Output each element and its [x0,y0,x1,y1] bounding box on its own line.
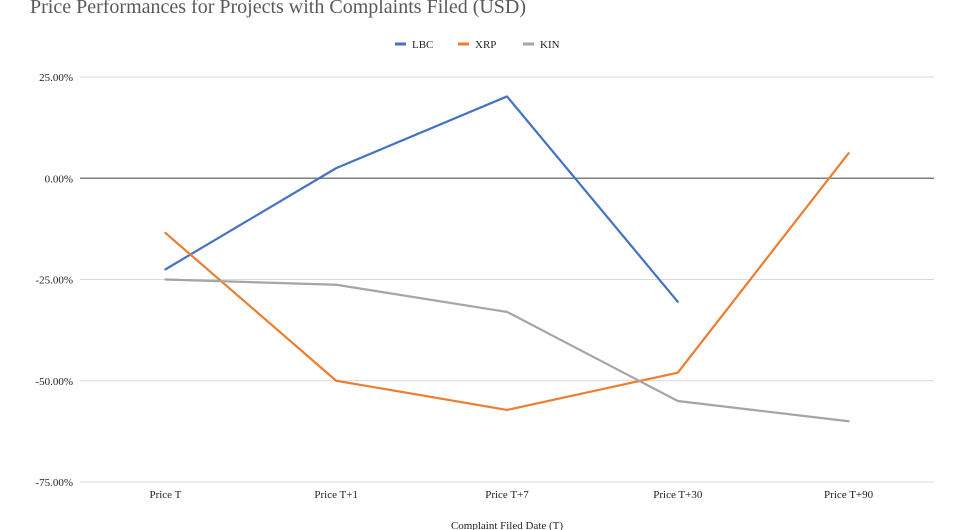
y-axis-ticks: 25.00% 0.00% -25.00% -50.00% -75.00% [35,72,73,489]
y-tick-label: 0.00% [45,173,73,185]
legend-label-kin: KIN [540,39,560,51]
legend-label-lbc: LBC [412,39,433,51]
y-tick-label: 25.00% [39,72,73,84]
x-tick-label: Price T+30 [653,489,703,501]
x-tick-label: Price T [149,489,181,501]
x-tick-label: Price T+7 [485,489,529,501]
y-tick-label: -50.00% [35,376,73,388]
legend: LBC XRP KIN [395,39,560,51]
gridlines [80,76,934,483]
x-tick-label: Price T+90 [824,489,874,501]
x-tick-label: Price T+1 [314,489,358,501]
y-tick-label: -75.00% [35,477,73,489]
y-tick-label: -25.00% [35,275,73,287]
series-line-kin [164,278,850,423]
legend-label-xrp: XRP [475,39,496,51]
series-line-xrp [164,152,850,412]
series-lines [164,95,850,423]
chart-title: Price Performances for Projects with Com… [30,0,527,18]
x-axis-ticks: Price T Price T+1 Price T+7 Price T+30 Price… [149,489,873,501]
x-axis-label: Complaint Filed Date (T) [451,520,563,530]
series-line-lbc [164,95,679,303]
